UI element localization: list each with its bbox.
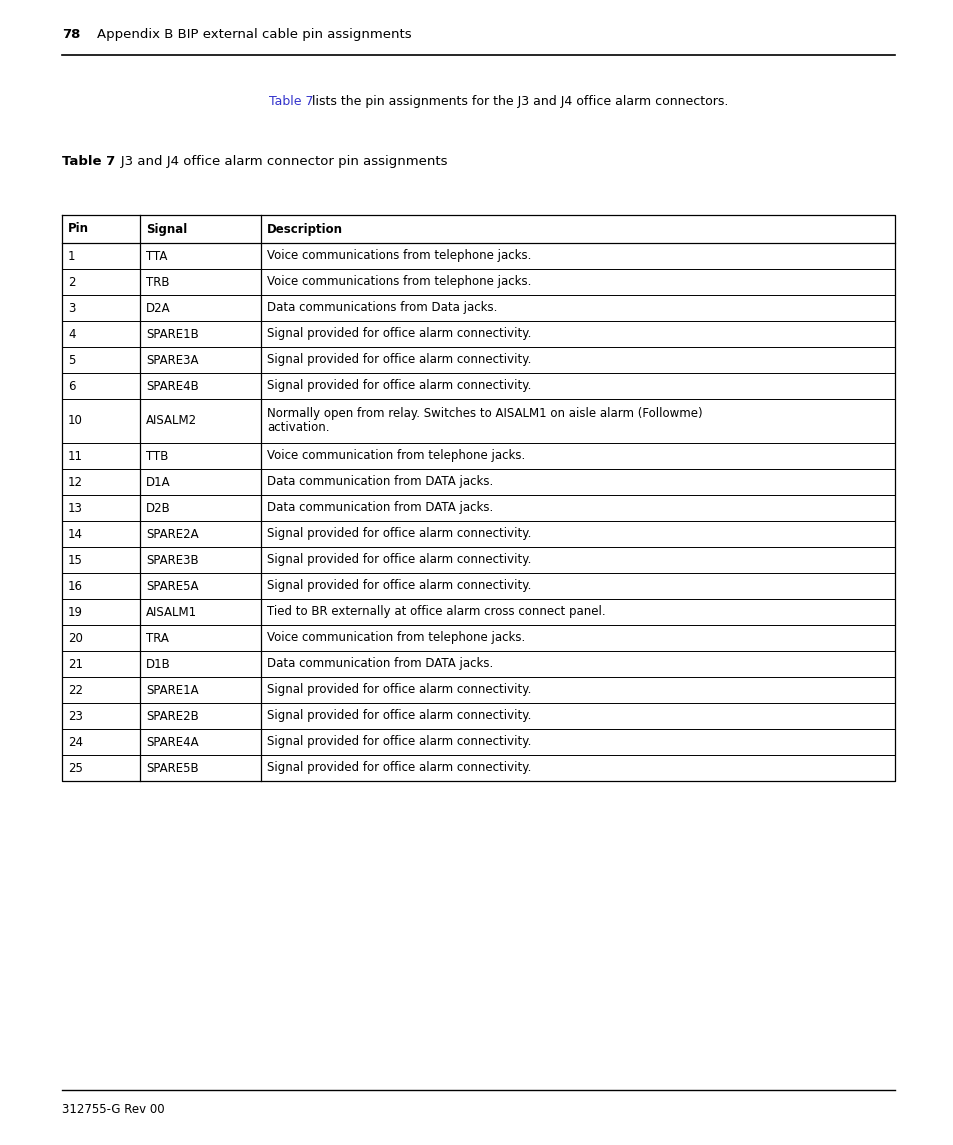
Text: AISALM2: AISALM2 bbox=[146, 414, 197, 427]
Text: Voice communication from telephone jacks.: Voice communication from telephone jacks… bbox=[267, 632, 525, 645]
Text: SPARE1A: SPARE1A bbox=[146, 684, 199, 696]
Text: SPARE1B: SPARE1B bbox=[146, 327, 199, 340]
Text: Data communication from DATA jacks.: Data communication from DATA jacks. bbox=[267, 475, 493, 489]
Text: TTA: TTA bbox=[146, 250, 168, 262]
Text: SPARE5B: SPARE5B bbox=[146, 761, 199, 774]
Text: SPARE3A: SPARE3A bbox=[146, 354, 198, 366]
Text: Normally open from relay. Switches to AISALM1 on aisle alarm (Followme): Normally open from relay. Switches to AI… bbox=[267, 406, 702, 420]
Text: 13: 13 bbox=[68, 502, 83, 514]
Text: AISALM1: AISALM1 bbox=[146, 606, 197, 618]
Text: 312755-G Rev 00: 312755-G Rev 00 bbox=[62, 1103, 165, 1116]
Text: SPARE3B: SPARE3B bbox=[146, 553, 199, 567]
Text: Voice communications from telephone jacks.: Voice communications from telephone jack… bbox=[267, 276, 531, 289]
Text: Signal provided for office alarm connectivity.: Signal provided for office alarm connect… bbox=[267, 735, 531, 749]
Text: Data communication from DATA jacks.: Data communication from DATA jacks. bbox=[267, 657, 493, 671]
Text: TRB: TRB bbox=[146, 276, 170, 289]
Text: 25: 25 bbox=[68, 761, 83, 774]
Text: SPARE2B: SPARE2B bbox=[146, 710, 199, 722]
Text: Signal provided for office alarm connectivity.: Signal provided for office alarm connect… bbox=[267, 354, 531, 366]
Text: Voice communication from telephone jacks.: Voice communication from telephone jacks… bbox=[267, 450, 525, 463]
Text: Signal provided for office alarm connectivity.: Signal provided for office alarm connect… bbox=[267, 684, 531, 696]
Text: Table 7: Table 7 bbox=[62, 155, 115, 168]
Text: Signal: Signal bbox=[146, 222, 188, 236]
Text: Appendix B BIP external cable pin assignments: Appendix B BIP external cable pin assign… bbox=[97, 27, 411, 41]
Text: 22: 22 bbox=[68, 684, 83, 696]
Text: Signal provided for office alarm connectivity.: Signal provided for office alarm connect… bbox=[267, 761, 531, 774]
Text: Signal provided for office alarm connectivity.: Signal provided for office alarm connect… bbox=[267, 553, 531, 567]
Text: Data communication from DATA jacks.: Data communication from DATA jacks. bbox=[267, 502, 493, 514]
Text: TTB: TTB bbox=[146, 450, 169, 463]
Text: SPARE4B: SPARE4B bbox=[146, 379, 199, 393]
Text: SPARE4A: SPARE4A bbox=[146, 735, 199, 749]
Text: D2B: D2B bbox=[146, 502, 171, 514]
Text: SPARE2A: SPARE2A bbox=[146, 528, 199, 540]
Text: D1A: D1A bbox=[146, 475, 171, 489]
Text: 4: 4 bbox=[68, 327, 75, 340]
Text: Pin: Pin bbox=[68, 222, 89, 236]
Text: SPARE5A: SPARE5A bbox=[146, 579, 198, 592]
Text: Signal provided for office alarm connectivity.: Signal provided for office alarm connect… bbox=[267, 710, 531, 722]
Text: TRA: TRA bbox=[146, 632, 169, 645]
Text: 24: 24 bbox=[68, 735, 83, 749]
Text: 12: 12 bbox=[68, 475, 83, 489]
Text: 15: 15 bbox=[68, 553, 83, 567]
Text: Signal provided for office alarm connectivity.: Signal provided for office alarm connect… bbox=[267, 579, 531, 592]
Text: lists the pin assignments for the J3 and J4 office alarm connectors.: lists the pin assignments for the J3 and… bbox=[308, 95, 727, 108]
Text: Description: Description bbox=[267, 222, 343, 236]
Text: Signal provided for office alarm connectivity.: Signal provided for office alarm connect… bbox=[267, 327, 531, 340]
Text: 10: 10 bbox=[68, 414, 83, 427]
Text: Signal provided for office alarm connectivity.: Signal provided for office alarm connect… bbox=[267, 528, 531, 540]
Text: 20: 20 bbox=[68, 632, 83, 645]
Text: 16: 16 bbox=[68, 579, 83, 592]
Text: D1B: D1B bbox=[146, 657, 171, 671]
Text: 5: 5 bbox=[68, 354, 75, 366]
Text: Voice communications from telephone jacks.: Voice communications from telephone jack… bbox=[267, 250, 531, 262]
Text: D2A: D2A bbox=[146, 301, 171, 315]
Text: 23: 23 bbox=[68, 710, 83, 722]
Text: Data communications from Data jacks.: Data communications from Data jacks. bbox=[267, 301, 497, 315]
Text: 11: 11 bbox=[68, 450, 83, 463]
Text: 19: 19 bbox=[68, 606, 83, 618]
Text: J3 and J4 office alarm connector pin assignments: J3 and J4 office alarm connector pin ass… bbox=[108, 155, 447, 168]
Text: Tied to BR externally at office alarm cross connect panel.: Tied to BR externally at office alarm cr… bbox=[267, 606, 605, 618]
Text: 78: 78 bbox=[62, 27, 80, 41]
Text: 3: 3 bbox=[68, 301, 75, 315]
Text: Signal provided for office alarm connectivity.: Signal provided for office alarm connect… bbox=[267, 379, 531, 393]
Text: 6: 6 bbox=[68, 379, 75, 393]
Text: 2: 2 bbox=[68, 276, 75, 289]
Text: 21: 21 bbox=[68, 657, 83, 671]
Text: activation.: activation. bbox=[267, 421, 329, 434]
Text: 14: 14 bbox=[68, 528, 83, 540]
Text: 1: 1 bbox=[68, 250, 75, 262]
Text: Table 7: Table 7 bbox=[269, 95, 314, 108]
